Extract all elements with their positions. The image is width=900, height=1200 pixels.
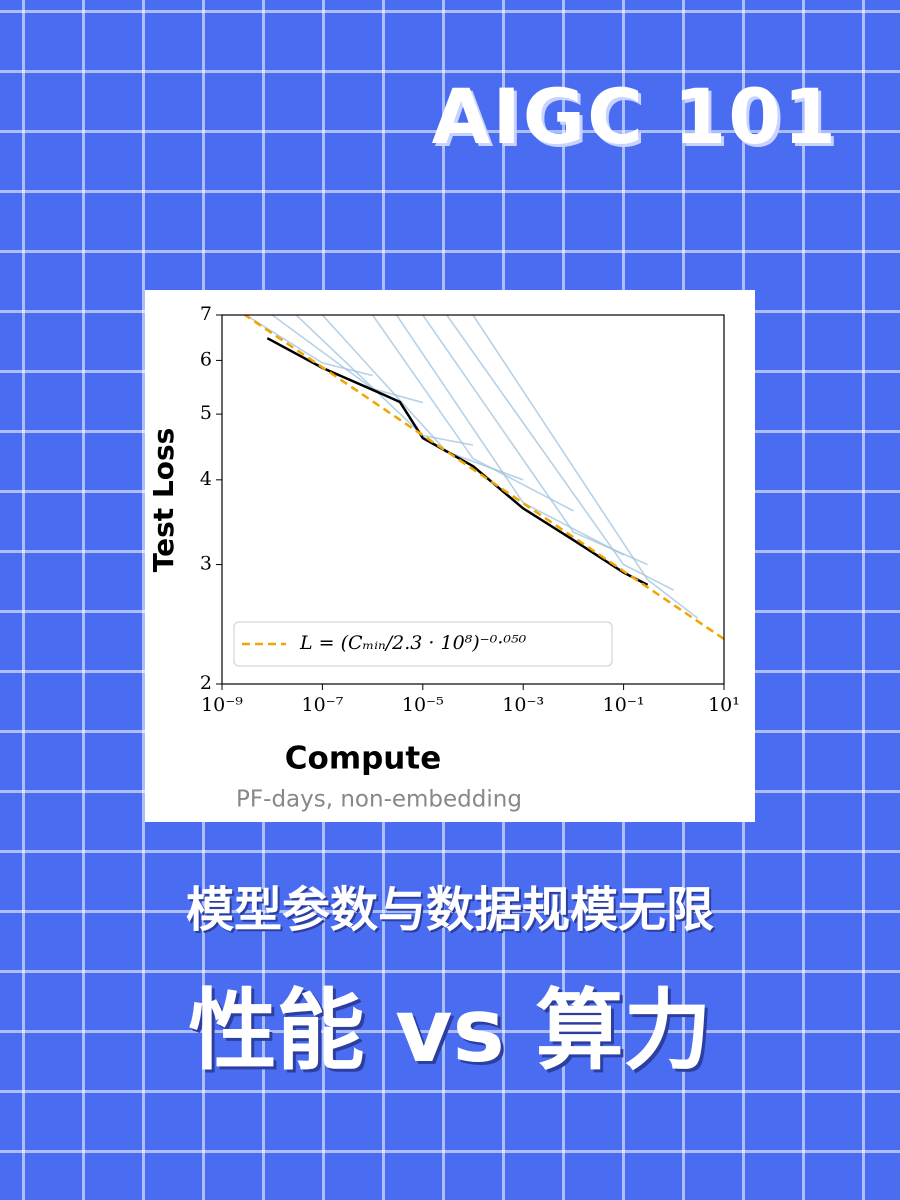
run-line xyxy=(295,315,474,446)
y-tick-label: 6 xyxy=(200,348,212,370)
caption-subtitle: 模型参数与数据规模无限 xyxy=(185,882,714,938)
caption-headline: 性能 vs 算力 xyxy=(188,979,712,1082)
legend-label: L = (Cₘᵢₙ/2.3 · 10⁸)⁻⁰·⁰⁵⁰ xyxy=(299,632,527,654)
chart-panel: Compute PF-days, non-embedding Test Loss… xyxy=(145,290,755,822)
run-line xyxy=(472,315,699,619)
x-axis-note: PF-days, non-embedding xyxy=(236,787,522,813)
x-tick-label: 10⁻⁹ xyxy=(201,694,243,716)
run-line xyxy=(371,315,574,512)
x-tick-label: 10⁻⁵ xyxy=(402,694,444,716)
x-tick-label: 10⁻³ xyxy=(502,694,544,716)
plot-area xyxy=(242,315,724,641)
y-tick-label: 3 xyxy=(200,553,212,575)
plot-frame xyxy=(221,314,725,685)
y-tick-label: 2 xyxy=(200,672,212,694)
y-tick-label: 7 xyxy=(200,303,212,325)
y-tick-label: 4 xyxy=(200,468,212,490)
frontier-line xyxy=(266,337,649,587)
x-axis-label: Compute xyxy=(285,741,441,777)
fit-line xyxy=(242,315,724,641)
x-tick-label: 10⁻⁷ xyxy=(301,694,343,716)
run-line xyxy=(422,315,648,566)
legend-box xyxy=(233,621,613,667)
run-line xyxy=(245,315,373,377)
run-line xyxy=(395,315,624,556)
chart: Compute PF-days, non-embedding Test Loss… xyxy=(147,303,740,813)
y-tick-label: 5 xyxy=(200,402,212,424)
run-line xyxy=(446,315,675,591)
run-line xyxy=(321,315,524,481)
x-tick-label: 10¹ xyxy=(708,694,740,716)
page-title: AIGC 101 xyxy=(431,72,838,161)
x-tick-label: 10⁻¹ xyxy=(603,694,645,716)
run-line xyxy=(271,315,424,404)
y-axis-label: Test Loss xyxy=(147,428,180,573)
